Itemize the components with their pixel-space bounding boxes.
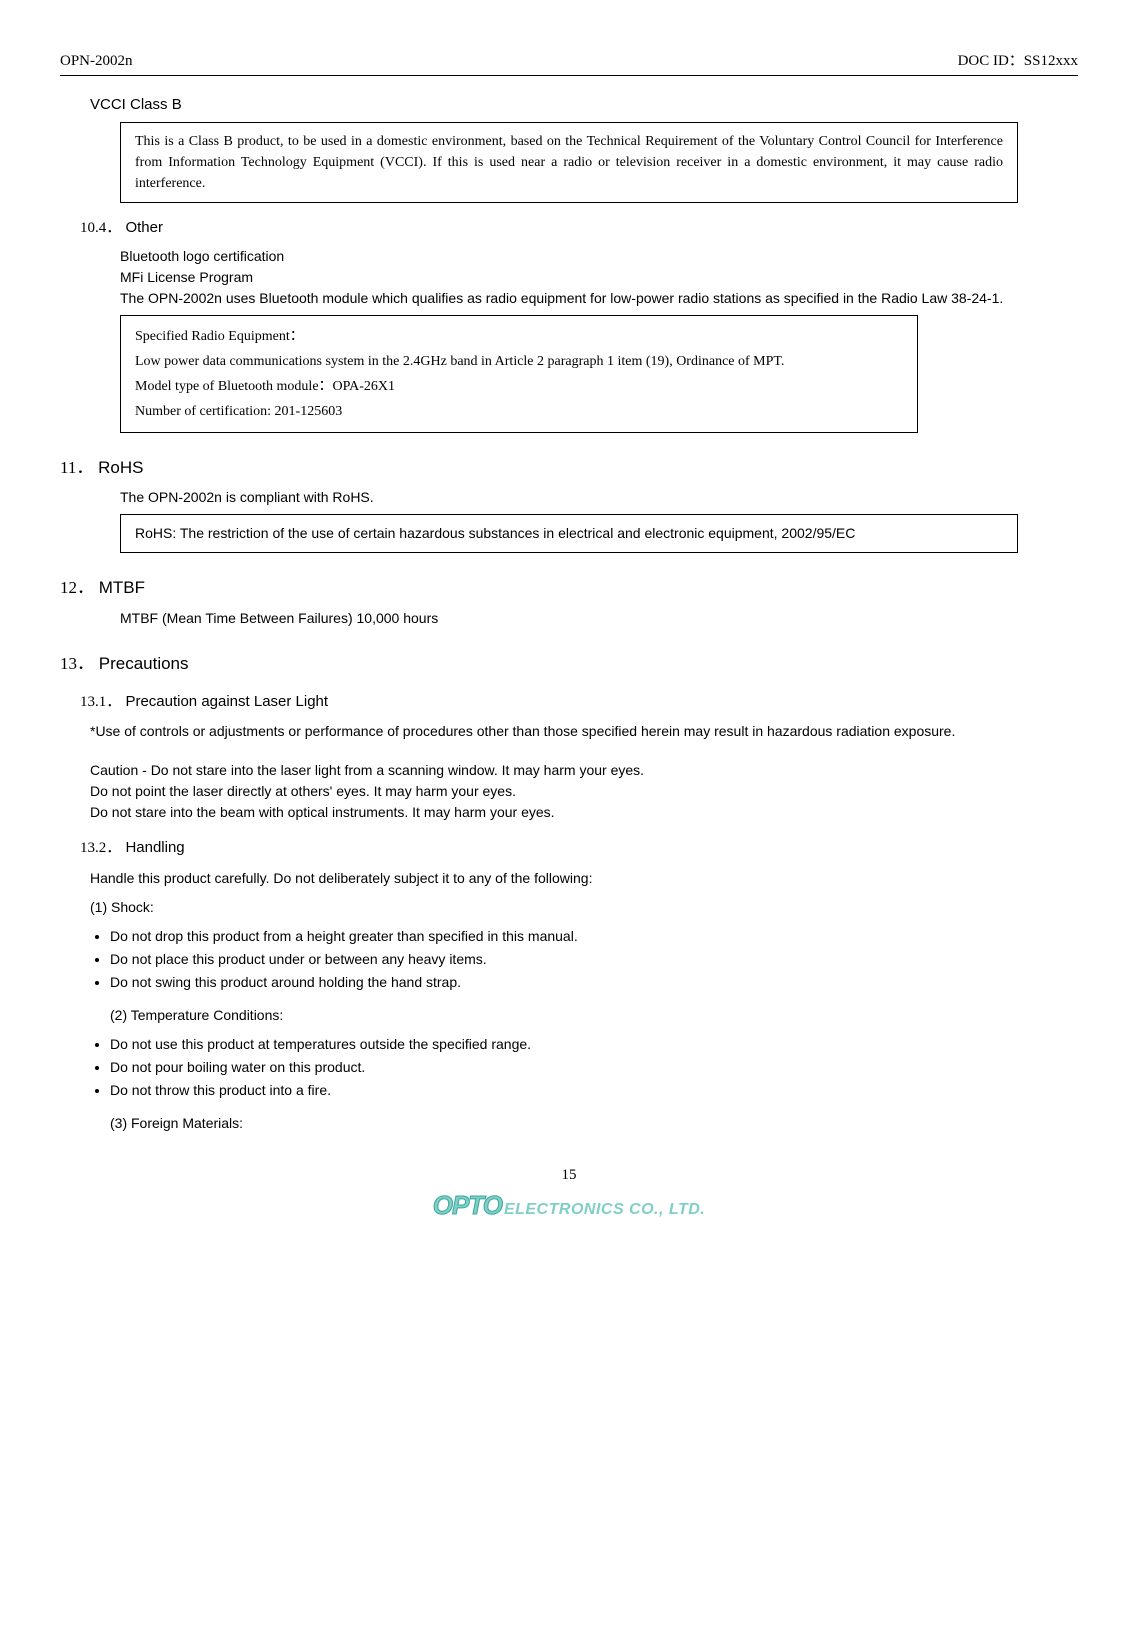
page-footer: 15 OPTO ELECTRONICS CO., LTD.	[60, 1164, 1078, 1226]
line: Bluetooth logo certification	[120, 246, 1078, 267]
header-left: OPN-2002n	[60, 50, 133, 73]
shock-list: Do not drop this product from a height g…	[110, 926, 1078, 993]
list-item: Do not place this product under or betwe…	[110, 949, 1078, 970]
radio-box: Specified Radio Equipment： Low power dat…	[120, 315, 918, 434]
section-11-heading: 11． RoHS	[60, 455, 1078, 481]
section-title: Other	[125, 219, 163, 236]
section-title: MTBF	[99, 578, 145, 597]
box-line: Low power data communications system in …	[135, 349, 903, 374]
laser-p1: *Use of controls or adjustments or perfo…	[90, 721, 1048, 742]
list-item: Do not pour boiling water on this produc…	[110, 1057, 1078, 1078]
line: The OPN-2002n uses Bluetooth module whic…	[120, 288, 1048, 309]
section-num: 11．	[60, 458, 93, 477]
company-logo: OPTO ELECTRONICS CO., LTD.	[433, 1186, 706, 1225]
laser-p2: Caution - Do not stare into the laser li…	[90, 760, 1048, 823]
foreign-label: (3) Foreign Materials:	[110, 1113, 1048, 1134]
section-10-4-body: Bluetooth logo certification MFi License…	[120, 246, 1078, 288]
line: Do not point the laser directly at other…	[90, 781, 1048, 802]
mtbf-line: MTBF (Mean Time Between Failures) 10,000…	[120, 608, 1078, 629]
section-num: 12．	[60, 578, 94, 597]
vcci-label: VCCI	[90, 96, 126, 113]
section-10-4-heading: 10.4． Other	[80, 217, 1078, 240]
section-title: Precaution against Laser Light	[125, 693, 328, 710]
list-item: Do not swing this product around holding…	[110, 972, 1078, 993]
list-item: Do not drop this product from a height g…	[110, 926, 1078, 947]
section-title: RoHS	[98, 458, 143, 477]
line: Caution - Do not stare into the laser li…	[90, 760, 1048, 781]
vcci-box: This is a Class B product, to be used in…	[120, 122, 1018, 203]
box-line: Number of certification: 201-125603	[135, 399, 903, 424]
section-13-1-heading: 13.1． Precaution against Laser Light	[80, 691, 1078, 714]
rohs-line: The OPN-2002n is compliant with RoHS.	[120, 487, 1078, 508]
vcci-class: Class B	[130, 96, 182, 113]
logo-opto: OPTO	[433, 1186, 502, 1225]
temp-list: Do not use this product at temperatures …	[110, 1034, 1078, 1101]
list-item: Do not throw this product into a fire.	[110, 1080, 1078, 1101]
section-num: 13.2．	[80, 840, 121, 856]
section-13-2-heading: 13.2． Handling	[80, 837, 1078, 860]
section-title: Handling	[125, 839, 184, 856]
line: MFi License Program	[120, 267, 1078, 288]
section-num: 10.4．	[80, 220, 121, 236]
rohs-box: RoHS: The restriction of the use of cert…	[120, 514, 1018, 553]
box-line: Model type of Bluetooth module：OPA-26X1	[135, 374, 903, 399]
page-number: 15	[60, 1164, 1078, 1187]
temp-label: (2) Temperature Conditions:	[110, 1005, 1048, 1026]
rohs-box-text: RoHS: The restriction of the use of cert…	[135, 525, 855, 541]
section-title: Precautions	[99, 654, 189, 673]
header-right: DOC ID：SS12xxx	[958, 50, 1078, 73]
section-12-heading: 12． MTBF	[60, 575, 1078, 601]
vcci-box-text: This is a Class B product, to be used in…	[135, 134, 1003, 191]
list-item: Do not use this product at temperatures …	[110, 1034, 1078, 1055]
section-num: 13.1．	[80, 694, 121, 710]
vcci-heading: VCCI Class B	[90, 94, 1078, 117]
section-num: 13．	[60, 654, 94, 673]
line: Do not stare into the beam with optical …	[90, 802, 1048, 823]
handling-intro: Handle this product carefully. Do not de…	[90, 868, 1048, 889]
logo-rest: ELECTRONICS CO., LTD.	[504, 1198, 705, 1222]
line-text: The OPN-2002n uses Bluetooth module whic…	[120, 290, 1003, 306]
box-line: Specified Radio Equipment：	[135, 324, 903, 349]
shock-label: (1) Shock:	[90, 897, 1048, 918]
page-header: OPN-2002n DOC ID：SS12xxx	[60, 50, 1078, 76]
section-13-heading: 13． Precautions	[60, 651, 1078, 677]
